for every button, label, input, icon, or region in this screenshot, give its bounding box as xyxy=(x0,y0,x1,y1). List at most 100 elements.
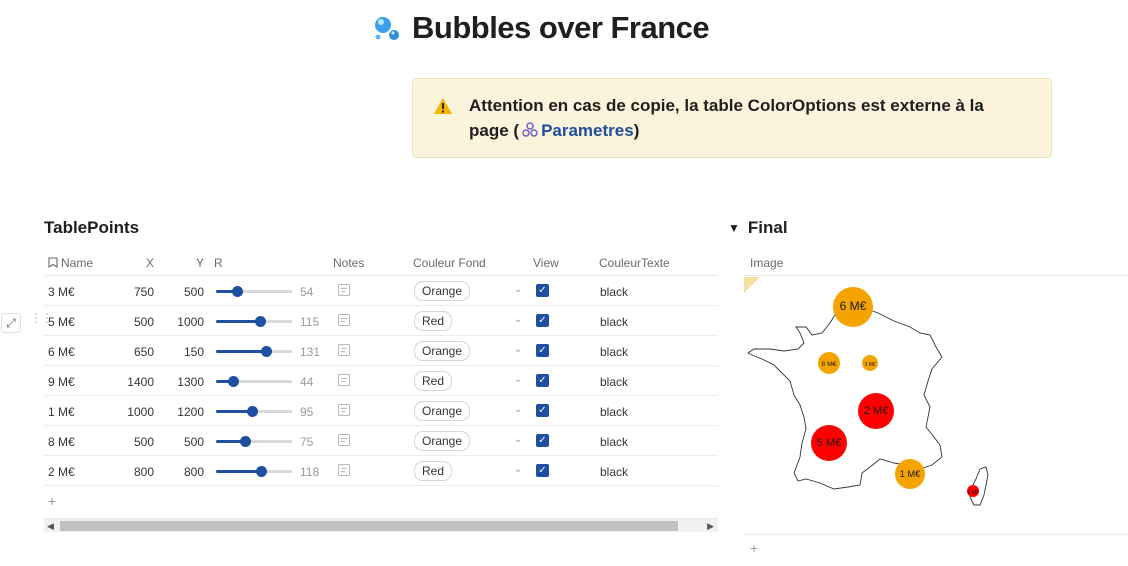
r-slider[interactable] xyxy=(216,466,292,477)
cell-x[interactable]: 1400 xyxy=(127,375,154,389)
cell-couleur-texte[interactable]: black xyxy=(600,405,629,419)
cell-y[interactable]: 1000 xyxy=(177,315,204,329)
cell-x[interactable]: 1000 xyxy=(127,405,154,419)
parametres-link[interactable]: Parametres xyxy=(541,121,634,140)
r-slider[interactable] xyxy=(216,286,292,297)
notes-icon[interactable] xyxy=(338,284,350,296)
view-checkbox[interactable]: ✓ xyxy=(536,374,549,387)
couleur-fond-select[interactable]: Orange xyxy=(414,281,471,301)
scrollbar-thumb[interactable] xyxy=(60,521,678,531)
table-row[interactable]: 3 M€ 750 500 54 Orange ⌄ ✓ black xyxy=(44,276,718,306)
cell-y[interactable]: 500 xyxy=(183,285,204,299)
cell-couleur-texte[interactable]: black xyxy=(600,435,629,449)
r-slider-thumb[interactable] xyxy=(254,316,266,327)
notes-icon[interactable] xyxy=(338,344,350,356)
couleur-fond-select[interactable]: Orange xyxy=(414,341,471,361)
table-row[interactable]: 6 M€ 650 150 131 Orange ⌄ ✓ black xyxy=(44,336,718,366)
couleur-fond-select[interactable]: Red xyxy=(414,371,453,391)
notes-icon[interactable] xyxy=(338,314,350,326)
r-slider[interactable] xyxy=(216,346,292,357)
view-checkbox[interactable]: ✓ xyxy=(536,344,549,357)
col-y[interactable]: Y xyxy=(196,256,205,270)
add-image-row-button[interactable]: + xyxy=(750,540,759,556)
scroll-right-icon[interactable]: ▶ xyxy=(707,521,714,531)
col-name[interactable]: Name xyxy=(48,256,93,270)
r-slider-thumb[interactable] xyxy=(239,436,251,447)
cell-couleur-texte[interactable]: black xyxy=(600,465,629,479)
col-x[interactable]: X xyxy=(146,256,155,270)
r-slider-thumb[interactable] xyxy=(227,376,239,387)
couleur-fond-select[interactable]: Orange xyxy=(414,401,471,421)
cell-name[interactable]: 5 M€ xyxy=(48,315,75,329)
r-slider[interactable] xyxy=(216,376,292,387)
final-title[interactable]: ▼ Final xyxy=(728,218,788,238)
r-slider[interactable] xyxy=(216,436,292,447)
cell-x[interactable]: 650 xyxy=(133,345,154,359)
chevron-down-icon[interactable]: ⌄ xyxy=(514,344,523,355)
r-slider[interactable] xyxy=(216,406,292,417)
couleur-fond-select[interactable]: Red xyxy=(414,311,453,331)
cell-y[interactable]: 1300 xyxy=(177,375,204,389)
cell-name[interactable]: 9 M€ xyxy=(48,375,75,389)
r-slider[interactable] xyxy=(216,316,292,327)
cell-name[interactable]: 2 M€ xyxy=(48,465,75,479)
notes-icon[interactable] xyxy=(338,374,350,386)
corsica-outline xyxy=(969,466,989,506)
horizontal-scrollbar[interactable]: ◀ ▶ xyxy=(44,518,718,532)
view-checkbox[interactable]: ✓ xyxy=(536,284,549,297)
add-row-button[interactable]: + xyxy=(48,493,57,509)
notes-icon[interactable] xyxy=(338,434,350,446)
view-checkbox[interactable]: ✓ xyxy=(536,404,549,417)
drag-handle-icon[interactable]: ⋮⋮ xyxy=(30,311,53,325)
cell-y[interactable]: 500 xyxy=(183,435,204,449)
view-checkbox[interactable]: ✓ xyxy=(536,314,549,327)
image-column-header[interactable]: Image xyxy=(744,248,1128,276)
chevron-down-icon[interactable]: ⌄ xyxy=(514,374,523,385)
col-couleur-texte[interactable]: CouleurTexte xyxy=(599,256,670,270)
view-checkbox[interactable]: ✓ xyxy=(536,464,549,477)
expand-icon[interactable]: ⤢ xyxy=(1,313,21,333)
table-row[interactable]: 5 M€ 500 1000 115 Red ⌄ ✓ black xyxy=(44,306,718,336)
cell-name[interactable]: 6 M€ xyxy=(48,345,75,359)
cell-y[interactable]: 150 xyxy=(183,345,204,359)
table-row[interactable]: 2 M€ 800 800 118 Red ⌄ ✓ black xyxy=(44,456,718,486)
cell-x[interactable]: 750 xyxy=(133,285,154,299)
view-checkbox[interactable]: ✓ xyxy=(536,434,549,447)
notes-icon[interactable] xyxy=(338,404,350,416)
cell-y[interactable]: 800 xyxy=(183,465,204,479)
col-r[interactable]: R xyxy=(214,256,223,270)
scroll-left-icon[interactable]: ◀ xyxy=(47,521,54,531)
table-row[interactable]: 9 M€ 1400 1300 44 Red ⌄ ✓ black xyxy=(44,366,718,396)
r-slider-thumb[interactable] xyxy=(231,286,243,297)
r-slider-thumb[interactable] xyxy=(247,406,259,417)
cell-x[interactable]: 800 xyxy=(133,465,154,479)
cell-x[interactable]: 500 xyxy=(133,435,154,449)
cell-name[interactable]: 1 M€ xyxy=(48,405,75,419)
r-slider-thumb[interactable] xyxy=(255,466,267,477)
couleur-fond-select[interactable]: Red xyxy=(414,461,453,481)
cell-couleur-texte[interactable]: black xyxy=(600,375,629,389)
cell-couleur-texte[interactable]: black xyxy=(600,345,629,359)
cell-name[interactable]: 3 M€ xyxy=(48,285,75,299)
notes-icon[interactable] xyxy=(338,464,350,476)
callout-text: Attention en cas de copie, la table Colo… xyxy=(469,93,1009,143)
cell-x[interactable]: 500 xyxy=(133,315,154,329)
col-notes[interactable]: Notes xyxy=(333,256,365,270)
col-view[interactable]: View xyxy=(533,256,559,270)
cell-y[interactable]: 1200 xyxy=(177,405,204,419)
chevron-down-icon[interactable]: ⌄ xyxy=(514,464,523,475)
col-couleur-fond[interactable]: Couleur Fond xyxy=(413,256,486,270)
chevron-down-icon[interactable]: ⌄ xyxy=(514,434,523,445)
toggle-caret-icon[interactable]: ▼ xyxy=(728,221,740,235)
chevron-down-icon[interactable]: ⌄ xyxy=(514,404,523,415)
r-slider-thumb[interactable] xyxy=(260,346,272,357)
cell-couleur-texte[interactable]: black xyxy=(600,285,629,299)
chevron-down-icon[interactable]: ⌄ xyxy=(514,314,523,325)
table-row[interactable]: 1 M€ 1000 1200 95 Orange ⌄ ✓ black xyxy=(44,396,718,426)
table-row[interactable]: 8 M€ 500 500 75 Orange ⌄ ✓ black xyxy=(44,426,718,456)
cell-name[interactable]: 8 M€ xyxy=(48,435,75,449)
chevron-down-icon[interactable]: ⌄ xyxy=(514,284,523,295)
image-cell[interactable]: 6 M€ 8 M€ 3 M€ 2 M€ 5 M€ 1 M€ 9 M€ xyxy=(744,277,1128,535)
couleur-fond-select[interactable]: Orange xyxy=(414,431,471,451)
cell-couleur-texte[interactable]: black xyxy=(600,315,629,329)
